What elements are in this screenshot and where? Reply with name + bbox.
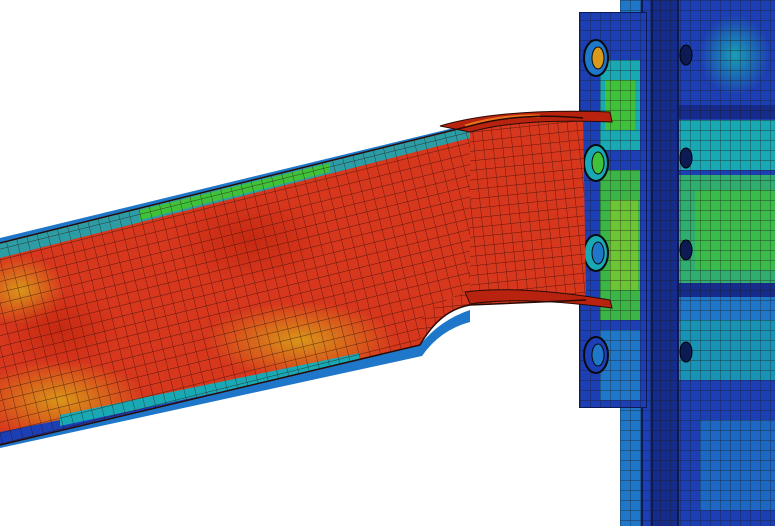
beam <box>0 110 613 448</box>
column <box>620 0 775 526</box>
end-plate <box>579 12 647 408</box>
column-bolts <box>679 44 693 363</box>
